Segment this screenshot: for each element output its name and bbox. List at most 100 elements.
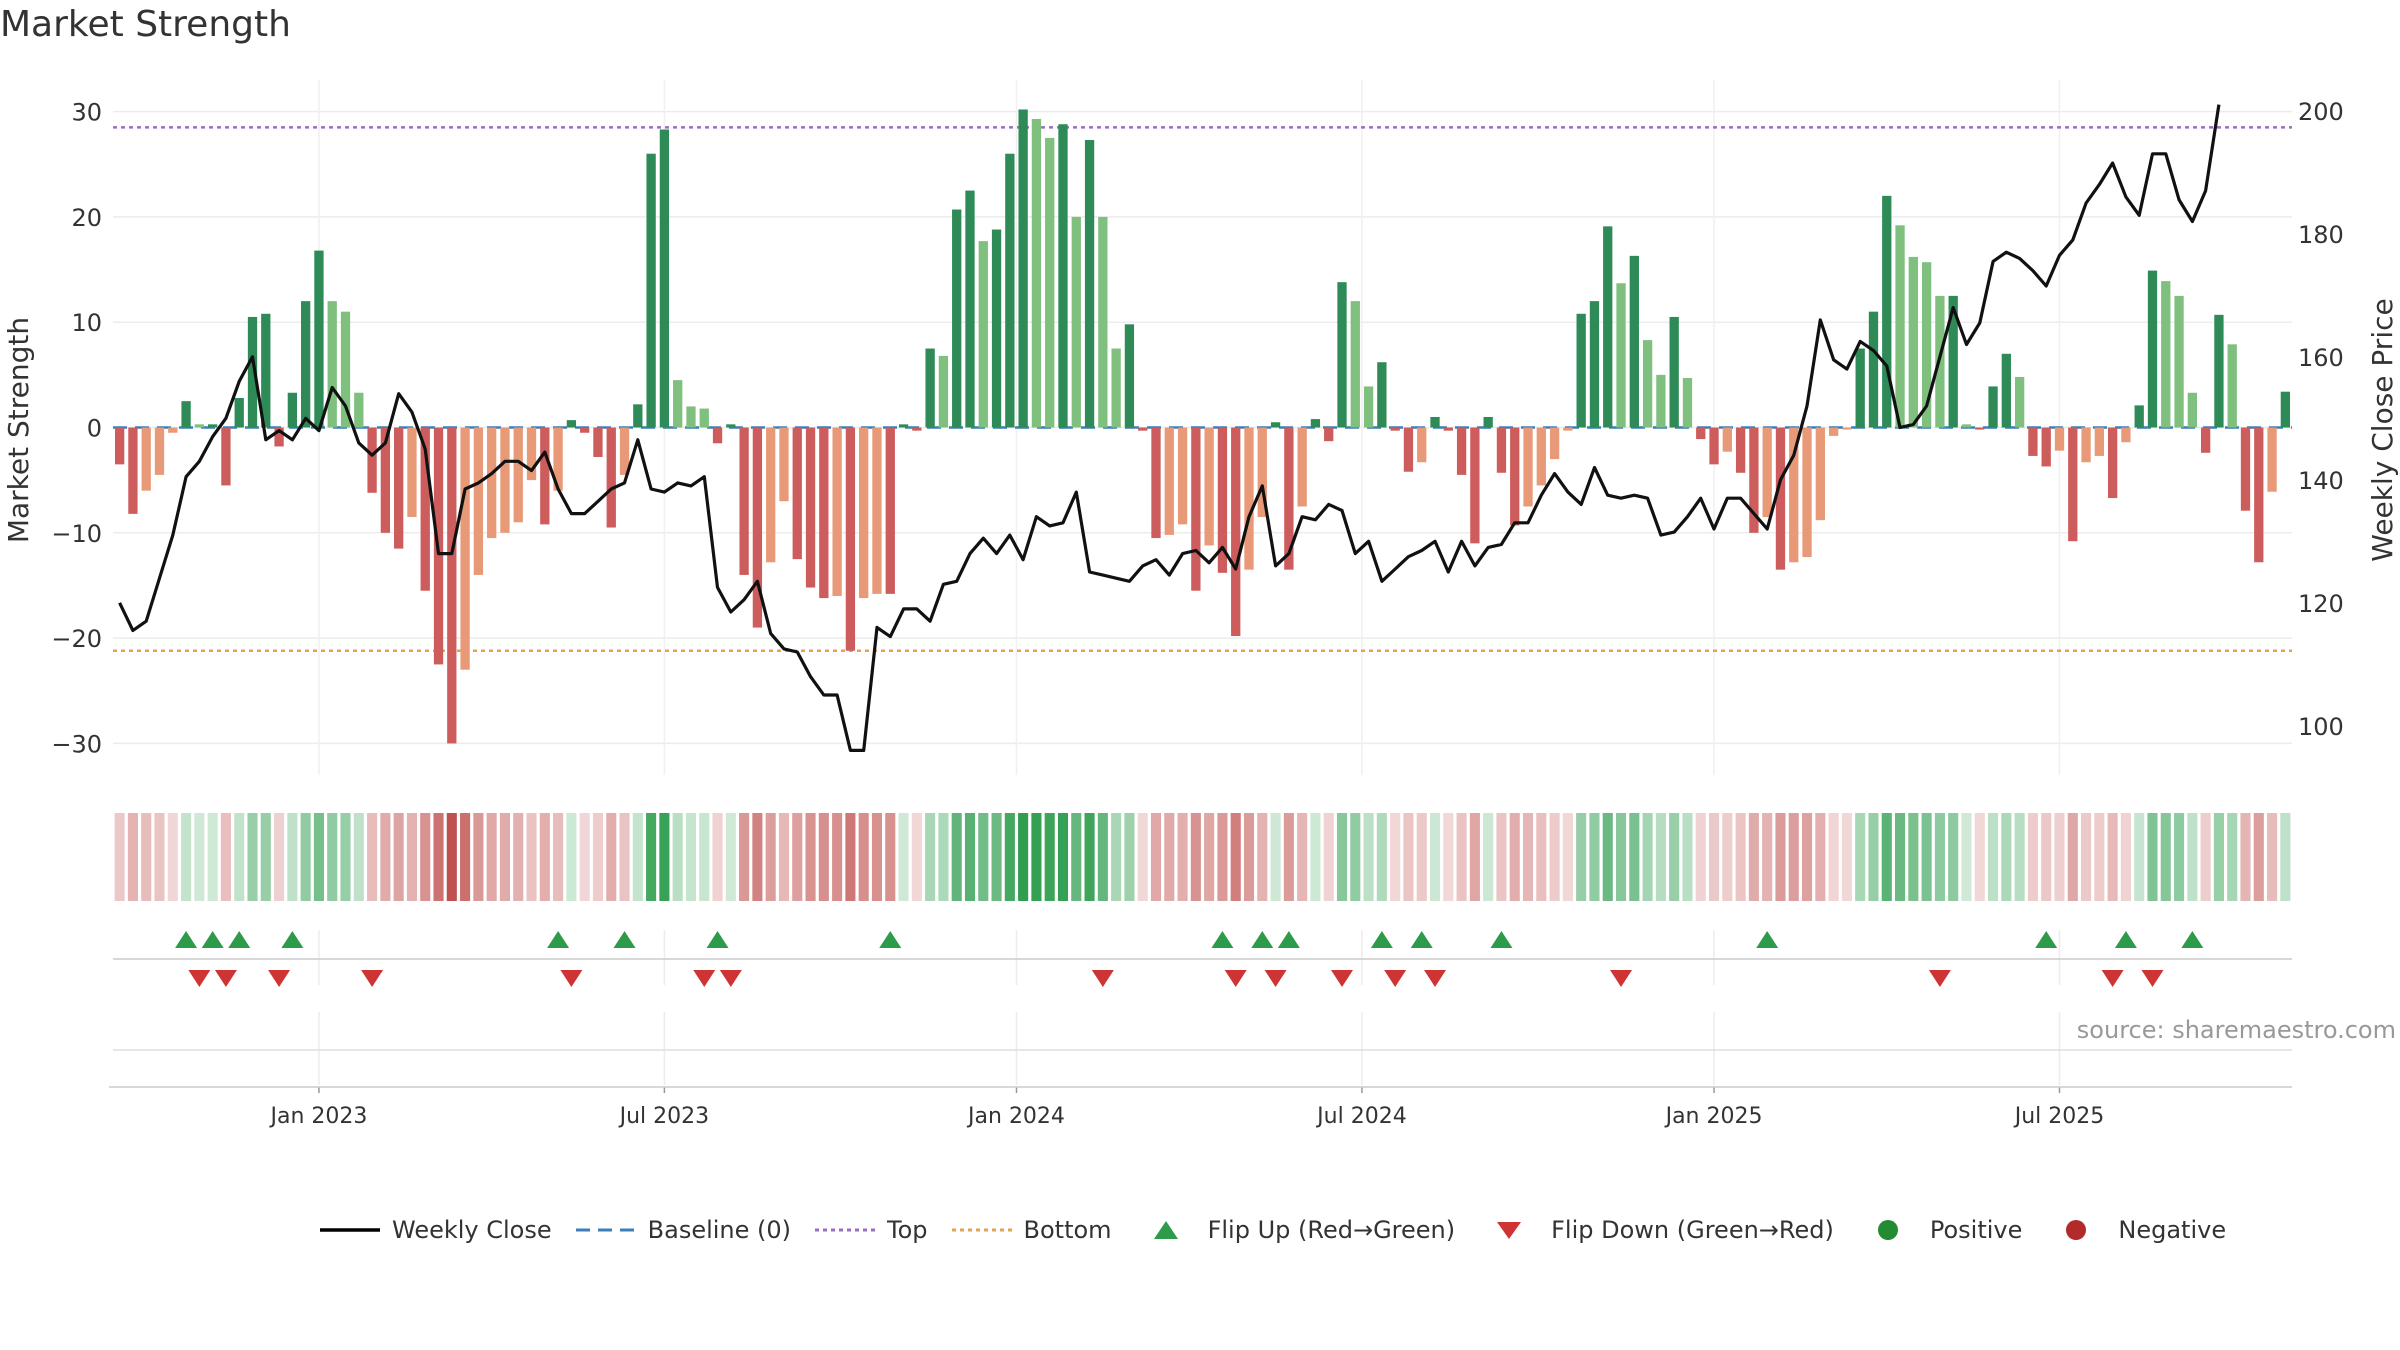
strength-bar	[1682, 378, 1693, 428]
heat-cell	[1190, 813, 1201, 901]
strength-bar	[1071, 216, 1081, 428]
heat-cell	[885, 813, 896, 901]
heat-cell	[2253, 813, 2264, 901]
heat-cell	[1469, 813, 1480, 901]
heat-cell	[2120, 813, 2131, 901]
heat-cell	[1921, 813, 1932, 901]
strength-bar	[1111, 348, 1121, 428]
heat-cell	[1855, 813, 1866, 901]
strength-bar	[1164, 427, 1174, 535]
strength-bar	[1895, 225, 1905, 428]
strength-bar	[1456, 427, 1467, 475]
heat-cell	[340, 813, 351, 901]
strength-bar	[1988, 386, 1998, 428]
heat-cell	[951, 813, 962, 901]
flip-down-marker	[214, 970, 237, 987]
legend-flip-up-label: Flip Up (Red→Green)	[1207, 1216, 1456, 1244]
strength-bar	[726, 424, 736, 428]
strength-bar	[1616, 283, 1626, 428]
legend-bottom: Bottom	[951, 1216, 1112, 1244]
strength-bar	[2254, 427, 2264, 563]
heat-cell	[1111, 813, 1122, 901]
strength-bar	[1124, 324, 1135, 428]
strength-bar	[1908, 256, 1918, 428]
heat-cell	[1815, 813, 1826, 901]
heat-cell	[313, 813, 324, 901]
strength-bar	[1789, 427, 1799, 563]
strength-bar	[2107, 427, 2118, 499]
strength-bar	[1975, 427, 1985, 430]
strength-bar	[1310, 419, 1321, 428]
strength-bar	[1244, 427, 1254, 570]
strength-bar	[1696, 427, 1706, 440]
strength-bar	[1177, 427, 1188, 525]
x-tick-label: Jan 2025	[1664, 1104, 1763, 1129]
heat-cell	[1270, 813, 1281, 901]
strength-bar	[473, 427, 484, 575]
flip-up-marker	[1251, 931, 1274, 948]
flip-down-marker	[1424, 970, 1447, 987]
strength-bar	[766, 427, 776, 563]
left-tick-label: −10	[51, 520, 102, 548]
strength-bar	[1855, 348, 1865, 428]
strength-bar	[2081, 427, 2091, 463]
strength-bar	[2240, 427, 2251, 511]
heat-cell	[1708, 813, 1720, 901]
strength-bar	[1005, 153, 1015, 428]
strength-bar	[394, 427, 404, 549]
flip-down-marker	[719, 970, 742, 987]
strength-bar	[779, 427, 789, 502]
left-tick-label: 0	[87, 415, 102, 443]
legend-flip-down: Flip Down (Green→Red)	[1479, 1216, 1834, 1244]
strength-bar	[1031, 118, 1042, 428]
strength-bar	[287, 392, 298, 428]
legend-top-label: Top	[887, 1216, 928, 1244]
strength-bar	[261, 313, 271, 428]
heat-cell	[260, 813, 271, 901]
strength-bar	[938, 355, 949, 428]
strength-bar	[1656, 374, 1666, 428]
heat-cell	[964, 813, 976, 901]
flip-up-marker	[706, 931, 729, 948]
heat-cell	[1177, 813, 1188, 901]
flip-up-marker	[2035, 931, 2058, 948]
strength-bar	[1722, 427, 1732, 452]
right-tick-label: 200	[2298, 98, 2344, 126]
flip-up-marker	[1410, 931, 1433, 948]
strength-bar	[2280, 391, 2291, 428]
heat-cell	[1323, 813, 1334, 901]
heat-cell	[1336, 813, 1348, 901]
right-tick-label: 160	[2298, 344, 2344, 372]
strength-bar	[859, 427, 869, 599]
strength-bar	[2227, 344, 2237, 428]
strength-bar	[1828, 427, 1839, 436]
flip-down-marker	[268, 970, 291, 987]
heat-cell	[1536, 813, 1547, 901]
strength-bar	[1151, 427, 1161, 539]
strength-bar	[301, 301, 311, 428]
strength-bar	[686, 406, 696, 428]
right-tick-label: 120	[2298, 590, 2344, 618]
flip-up-marker	[175, 931, 198, 948]
heat-cell	[1416, 813, 1427, 901]
heat-cell	[393, 813, 404, 901]
strength-bar	[168, 427, 178, 433]
strength-bar	[1735, 427, 1746, 473]
strength-bar	[1470, 427, 1480, 544]
legend-weekly-close-swatch	[320, 1228, 380, 1232]
flip-down-marker	[560, 970, 583, 987]
heat-cell	[752, 813, 763, 901]
strength-bar	[2200, 427, 2211, 453]
heat-cell	[1868, 813, 1879, 901]
strength-bar	[699, 408, 709, 428]
left-tick-label: −30	[51, 730, 102, 758]
heat-cell	[871, 813, 883, 901]
strength-bar	[1217, 427, 1228, 573]
flip-markers-panel	[113, 931, 2292, 987]
heat-cell	[1562, 813, 1573, 901]
strength-bar	[832, 427, 842, 596]
legend-top: Top	[815, 1216, 928, 1244]
heat-cell	[712, 813, 723, 901]
heat-cell	[579, 813, 590, 901]
weekly-close-series	[118, 104, 2221, 753]
